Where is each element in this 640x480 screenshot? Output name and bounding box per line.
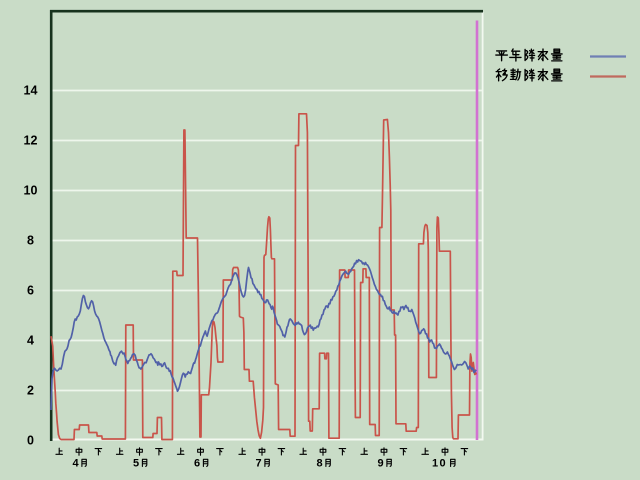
svg-text:8: 8 [317, 457, 323, 469]
svg-text:4: 4 [73, 457, 80, 469]
svg-text:2: 2 [27, 384, 34, 398]
svg-text:14: 14 [24, 84, 38, 98]
svg-text:1: 1 [432, 457, 438, 469]
svg-text:6: 6 [194, 457, 200, 469]
svg-text:12: 12 [24, 134, 38, 148]
svg-text:10: 10 [24, 184, 38, 198]
svg-text:6: 6 [27, 284, 34, 298]
svg-text:4: 4 [27, 334, 34, 348]
svg-text:7: 7 [256, 457, 262, 469]
svg-text:0: 0 [440, 457, 446, 469]
svg-text:5: 5 [133, 457, 139, 469]
svg-text:0: 0 [27, 434, 34, 448]
svg-text:8: 8 [27, 234, 34, 248]
svg-text:9: 9 [378, 457, 384, 469]
